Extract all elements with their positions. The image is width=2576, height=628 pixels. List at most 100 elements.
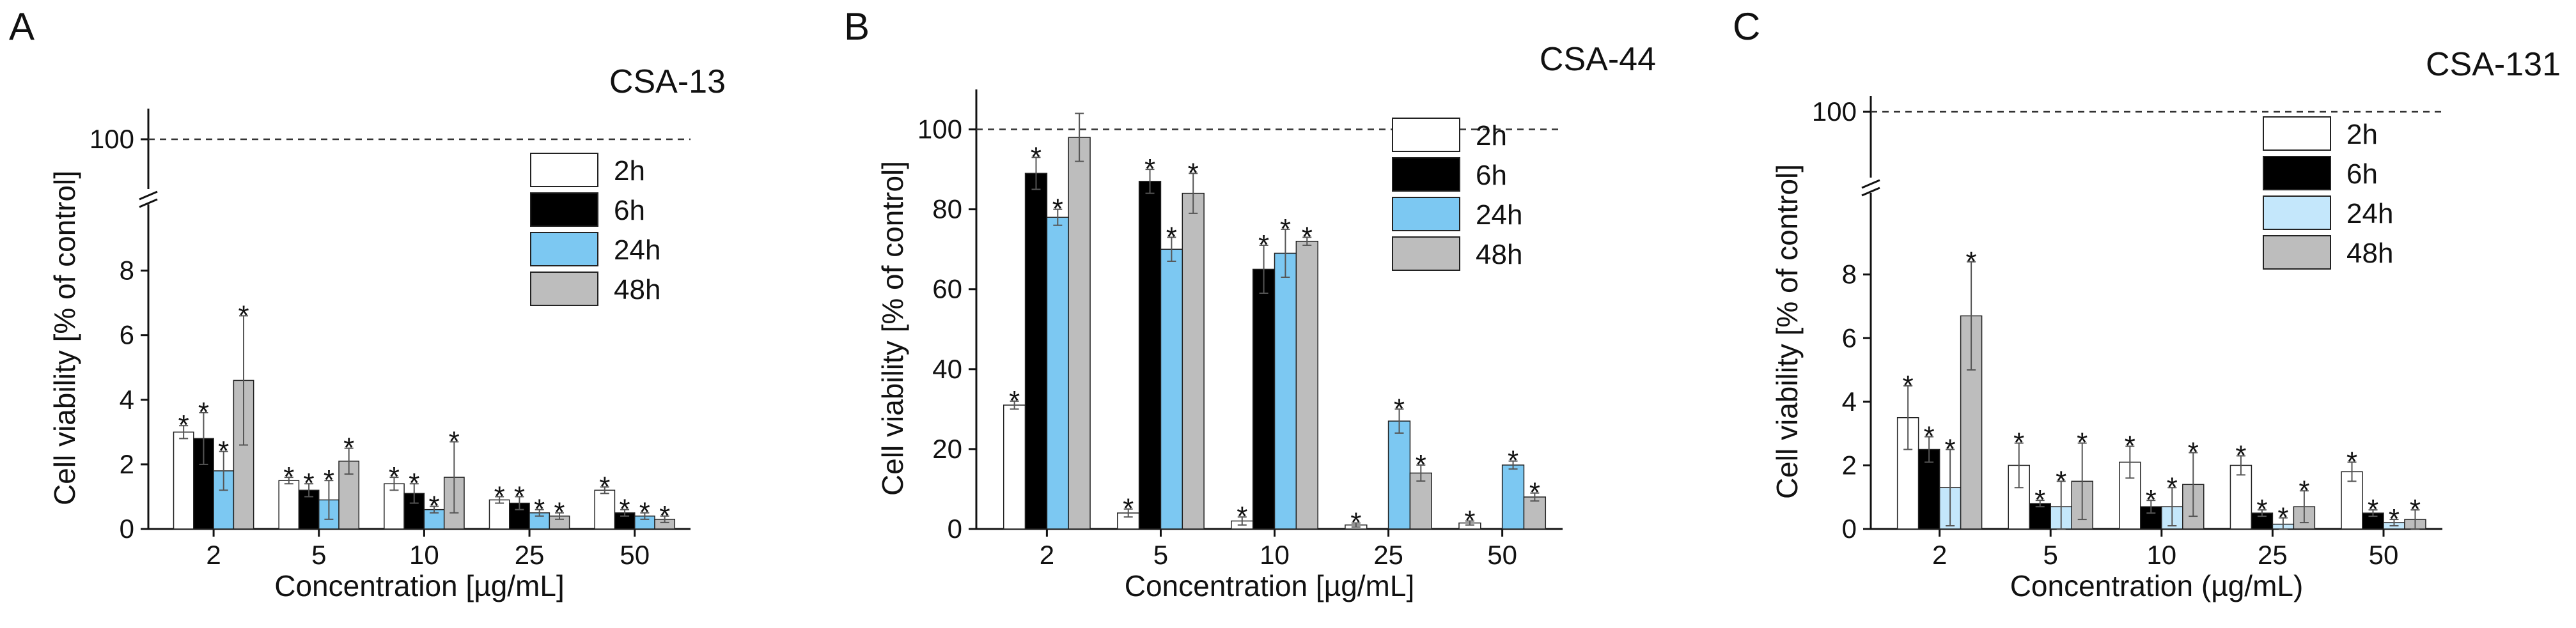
- significance-star: *: [1237, 501, 1247, 532]
- significance-star: *: [2410, 494, 2421, 525]
- legend-label: 48h: [614, 274, 660, 305]
- bar-2h: [173, 431, 194, 530]
- legend-label: 24h: [1476, 199, 1522, 231]
- x-tick-label: 2: [1040, 540, 1054, 570]
- bar-24h: [1274, 252, 1297, 530]
- significance-star: *: [1009, 385, 1020, 417]
- x-tick-label: 10: [1260, 540, 1290, 570]
- legend-label: 48h: [2346, 238, 2393, 269]
- significance-star: *: [1166, 221, 1177, 252]
- panel-c: C CSA-131 0 2 4 6 8 100 Cell viability [% of con…: [1733, 5, 2561, 602]
- significance-star: *: [1052, 194, 1063, 225]
- significance-star: *: [1280, 213, 1291, 245]
- legend-swatch-6h: [1392, 157, 1460, 192]
- significance-star: *: [283, 461, 294, 493]
- panel-letter: A: [9, 5, 35, 48]
- significance-star: *: [2013, 427, 2024, 459]
- legend-swatch-2h: [2263, 116, 2331, 151]
- significance-star: *: [2146, 484, 2157, 516]
- y-tick-label: 100: [90, 124, 134, 154]
- significance-star: *: [1188, 157, 1199, 188]
- legend-swatch-2h: [1392, 118, 1460, 152]
- significance-star: *: [1529, 477, 1540, 509]
- significance-star: *: [639, 497, 650, 528]
- y-tick-label: 6: [1842, 323, 1857, 353]
- significance-star: *: [1945, 434, 1956, 465]
- legend-swatch-48h: [530, 272, 598, 306]
- chart-title: CSA-44: [1540, 41, 1656, 78]
- chart-title: CSA-13: [609, 63, 726, 100]
- bar-2h: [1003, 404, 1026, 530]
- bar-2h: [278, 480, 300, 530]
- legend-label: 2h: [2346, 119, 2378, 150]
- y-tick-label: 8: [120, 256, 134, 286]
- significance-star: *: [178, 410, 189, 441]
- significance-star: *: [1144, 153, 1155, 185]
- panel-letter: B: [844, 5, 870, 48]
- significance-star: *: [304, 468, 315, 499]
- x-tick-label: 10: [2146, 540, 2176, 570]
- significance-star: *: [1123, 493, 1134, 525]
- significance-star: *: [198, 397, 209, 428]
- legend-label: 24h: [2346, 198, 2393, 229]
- y-axis-label: Cell viability [% of control]: [48, 171, 81, 505]
- legend-label: 6h: [1476, 160, 1507, 191]
- x-tick-label: 5: [311, 540, 326, 570]
- bar-24h: [1501, 464, 1525, 530]
- legend-swatch-24h: [1392, 197, 1460, 231]
- bar-2h: [384, 483, 405, 530]
- legend-label: 24h: [614, 234, 660, 266]
- legend-swatch-2h: [530, 153, 598, 187]
- y-tick-label: 2: [1842, 450, 1857, 480]
- x-tick-label: 25: [1373, 540, 1403, 570]
- y-tick-label: 100: [917, 114, 962, 144]
- significance-star: *: [1350, 507, 1361, 539]
- panel-a: A CSA-13 0 2 4 6 8 100 Cell viability [% of cont…: [9, 5, 726, 602]
- significance-star: *: [2277, 502, 2288, 533]
- significance-star: *: [409, 468, 419, 499]
- legend-label: 2h: [1476, 120, 1507, 151]
- x-tick-label: 25: [515, 540, 545, 570]
- bar-2h: [2229, 464, 2252, 530]
- y-tick-label: 0: [948, 514, 962, 544]
- legend-label: 6h: [2346, 158, 2378, 190]
- significance-star: *: [1302, 221, 1313, 252]
- y-tick-label: 20: [932, 434, 962, 464]
- bar-48h: [1068, 137, 1091, 530]
- x-tick-label: 50: [620, 540, 650, 570]
- legend-swatch-24h: [530, 232, 598, 266]
- y-tick-label: 60: [932, 274, 962, 304]
- bar-6h: [1138, 181, 1162, 530]
- legend-swatch-6h: [530, 192, 598, 227]
- legend: 2h 6h 24h 48h: [2263, 116, 2393, 270]
- significance-star: *: [514, 480, 525, 512]
- significance-star: *: [1258, 229, 1269, 261]
- significance-star: *: [2235, 440, 2246, 471]
- legend-swatch-48h: [1392, 236, 1460, 271]
- axis-break-mark: [139, 198, 158, 208]
- legend-label: 6h: [614, 195, 645, 226]
- bar-24h: [1387, 420, 1411, 530]
- y-tick-label: 80: [932, 194, 962, 224]
- panel-b: B CSA-44 0 20 40 60 80 100 Cell viability [% of …: [844, 5, 1656, 602]
- significance-star: *: [2346, 446, 2357, 477]
- x-axis-label: Concentration [µg/mL]: [1125, 569, 1415, 602]
- bar-6h: [1024, 172, 1048, 530]
- significance-star: *: [659, 500, 670, 532]
- chart-title: CSA-131: [2426, 46, 2561, 83]
- significance-star: *: [2167, 471, 2178, 503]
- y-tick-label: 4: [1842, 387, 1857, 417]
- significance-star: *: [1464, 505, 1475, 536]
- y-tick-label: 2: [120, 449, 134, 479]
- significance-star: *: [2389, 503, 2400, 535]
- significance-star: *: [599, 471, 610, 502]
- significance-star: *: [1966, 246, 1977, 277]
- axis-break-mark: [139, 190, 158, 201]
- bar-24h: [1160, 249, 1183, 530]
- panel-letter: C: [1733, 5, 1760, 48]
- significance-star: *: [2188, 437, 2199, 468]
- bar-6h: [2362, 512, 2384, 530]
- x-tick-label: 2: [1932, 540, 1947, 570]
- bar-48h: [1182, 192, 1205, 530]
